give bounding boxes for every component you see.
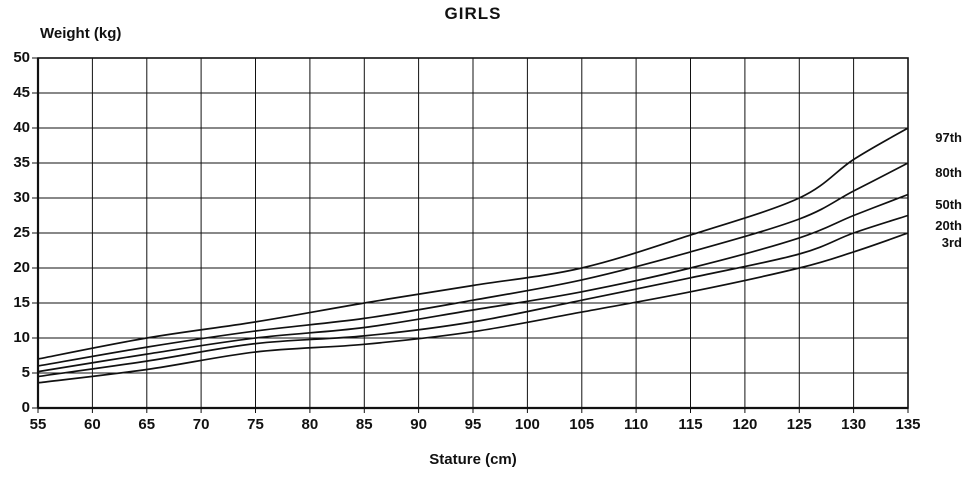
- y-tick-label: 40: [13, 119, 30, 136]
- x-tick-label: 100: [514, 416, 540, 433]
- x-axis-title: Stature (cm): [429, 451, 517, 468]
- y-tick-label: 5: [21, 364, 30, 381]
- y-tick-label: 20: [13, 259, 30, 276]
- y-tick-label: 0: [21, 399, 30, 416]
- x-tick-label: 70: [192, 416, 210, 433]
- x-tick-label: 65: [138, 416, 156, 433]
- x-tick-label: 90: [410, 416, 427, 433]
- x-tick-label: 95: [464, 416, 482, 433]
- percentile-curve-3rd: [37, 232, 909, 384]
- percentile-curve-80th: [37, 162, 909, 367]
- y-tick-label: 15: [13, 294, 30, 311]
- x-tick-label: 80: [301, 416, 319, 433]
- x-tick-label: 115: [678, 416, 703, 433]
- curve-label-3rd: 3rd: [941, 235, 962, 250]
- y-tick-label: 30: [13, 189, 30, 206]
- x-tick-label: 130: [841, 416, 867, 433]
- percentile-curve-50th: [37, 193, 909, 373]
- curve-label-20th: 20th: [935, 217, 962, 233]
- y-tick-label: 10: [13, 329, 30, 346]
- curve-label-97th: 97th: [935, 130, 962, 145]
- x-tick-label: 120: [732, 416, 758, 433]
- x-tick-label: 55: [29, 416, 47, 433]
- percentile-curve-20th: [37, 214, 909, 378]
- y-axis-title: Weight (kg): [40, 25, 122, 42]
- percentile-curve-97th: [37, 127, 909, 360]
- x-tick-label: 60: [84, 416, 101, 433]
- x-tick-label: 85: [355, 416, 373, 433]
- curve-label-80th: 80th: [935, 165, 962, 180]
- chart-title: GIRLS: [444, 4, 502, 23]
- y-tick-label: 50: [13, 49, 30, 66]
- y-tick-label: 35: [13, 154, 30, 171]
- y-tick-label: 45: [13, 84, 30, 101]
- y-tick-label: 25: [13, 224, 30, 241]
- x-tick-label: 135: [895, 416, 921, 433]
- x-tick-label: 105: [569, 416, 595, 433]
- x-tick-label: 75: [247, 416, 264, 433]
- x-tick-label: 110: [624, 416, 649, 433]
- x-tick-label: 125: [786, 416, 812, 433]
- curve-label-50th: 50th: [935, 196, 962, 212]
